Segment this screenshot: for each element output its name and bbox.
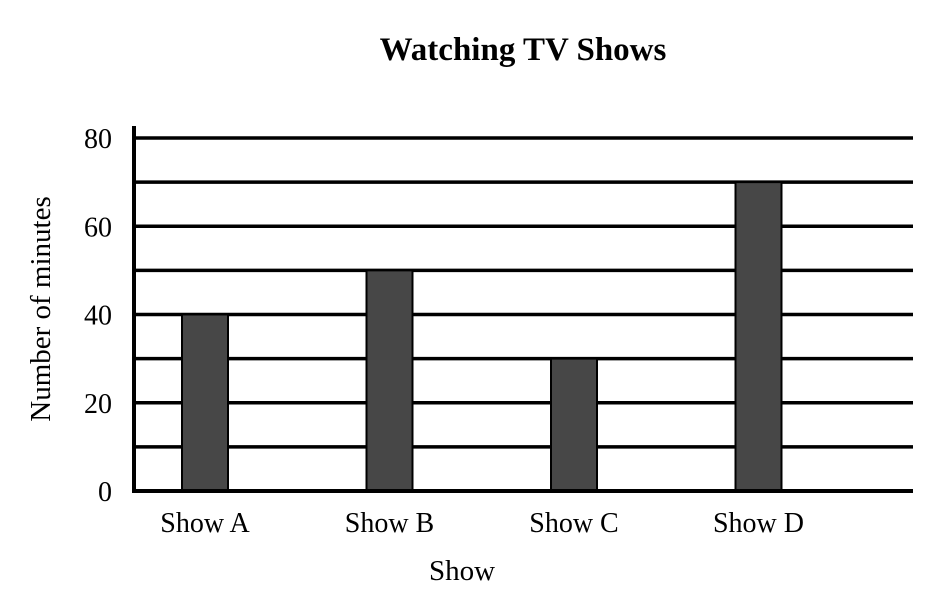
bar-show-b bbox=[365, 269, 414, 492]
bar-show-a bbox=[181, 313, 229, 492]
gridlines bbox=[134, 136, 913, 449]
x-axis-label: Show bbox=[429, 555, 495, 587]
x-tick-label: Show C bbox=[529, 508, 618, 539]
x-tick-label: Show D bbox=[713, 508, 804, 539]
chart-title: Watching TV Shows bbox=[380, 32, 667, 68]
x-tick-label: Show A bbox=[160, 508, 250, 539]
y-tick-label: 0 bbox=[98, 477, 112, 508]
y-tick-labels: 0 20 40 60 80 bbox=[84, 124, 112, 508]
bar-show-c bbox=[550, 357, 598, 492]
y-tick-label: 40 bbox=[84, 301, 112, 332]
bars bbox=[181, 181, 783, 492]
y-axis-label: Number of minutes bbox=[25, 196, 57, 422]
x-tick-label: Show B bbox=[345, 508, 434, 539]
y-tick-label: 80 bbox=[84, 124, 112, 155]
x-category-labels: Show A Show B Show C Show D bbox=[160, 508, 804, 539]
y-tick-label: 60 bbox=[84, 212, 112, 243]
bar-show-d bbox=[734, 181, 783, 492]
y-tick-label: 20 bbox=[84, 389, 112, 420]
